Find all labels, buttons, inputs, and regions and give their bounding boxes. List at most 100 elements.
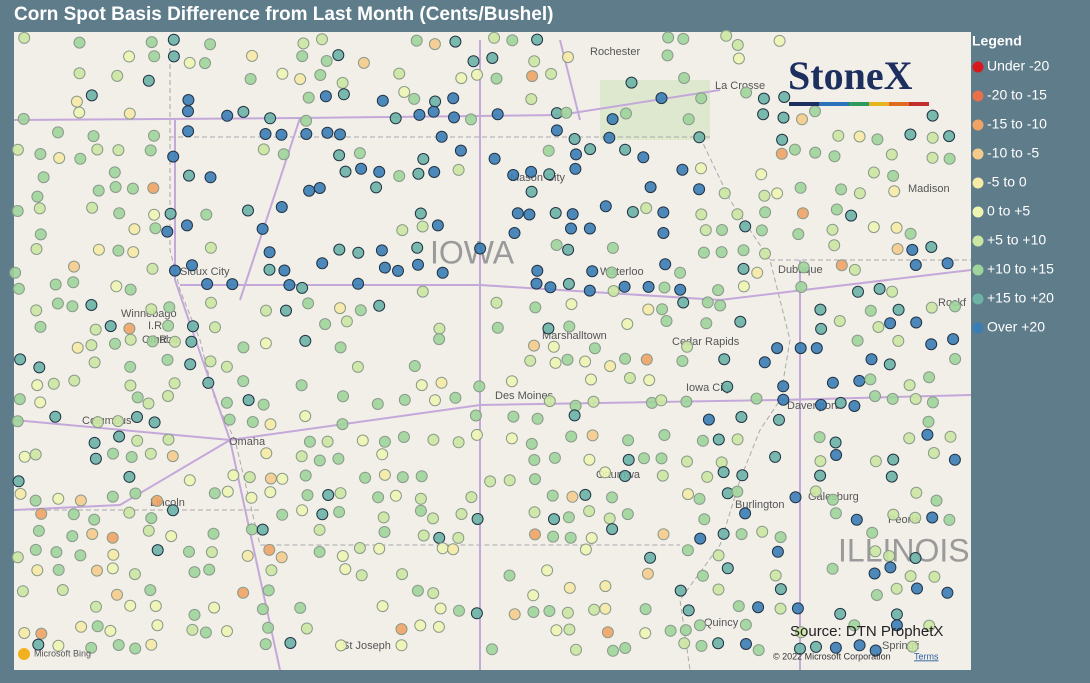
location-dot [278, 264, 291, 277]
location-dot [73, 67, 86, 80]
location-dot [417, 529, 430, 542]
location-dot [149, 600, 162, 612]
location-dot [606, 491, 618, 504]
location-dot [393, 170, 406, 182]
location-dot [32, 524, 45, 537]
location-dot [333, 506, 346, 518]
terms-link[interactable]: Terms [914, 651, 939, 661]
location-dot [263, 263, 276, 276]
location-dot [337, 390, 349, 403]
legend-label: +5 to +10 [987, 232, 1046, 248]
location-dot [809, 146, 822, 159]
location-dot [869, 455, 882, 468]
location-dot [695, 639, 708, 652]
location-dot [11, 551, 24, 564]
location-dot [503, 474, 516, 487]
location-dot [162, 433, 175, 446]
location-dot [735, 411, 748, 423]
location-dot [739, 507, 752, 520]
location-dot [123, 322, 136, 335]
location-dot [527, 589, 540, 602]
location-dot [752, 601, 765, 614]
legend-swatch [972, 148, 984, 160]
location-dot [505, 432, 518, 445]
logo-bar [819, 102, 849, 106]
location-dot [378, 468, 391, 481]
location-dot [221, 109, 234, 122]
location-dot [826, 562, 839, 575]
location-dot [68, 374, 81, 387]
roads [13, 39, 972, 671]
location-dot [396, 568, 409, 581]
location-dot [162, 390, 174, 402]
location-dot [925, 241, 938, 253]
location-dot [562, 243, 575, 256]
location-dot [528, 506, 541, 519]
location-dot [14, 487, 27, 500]
location-dot [29, 448, 42, 461]
location-dot [432, 620, 445, 633]
location-dot [74, 494, 87, 507]
location-dot [284, 637, 297, 649]
location-dot [679, 624, 692, 637]
location-dot [260, 304, 272, 317]
location-dot [470, 607, 483, 620]
location-dot [314, 69, 327, 81]
location-dot [294, 73, 307, 86]
location-dot [334, 487, 347, 500]
location-dot [294, 601, 307, 614]
location-dot [51, 297, 64, 310]
legend-swatch [972, 61, 984, 73]
logo-bar [889, 102, 909, 106]
location-dot [302, 297, 315, 310]
logo-bar [869, 102, 889, 106]
location-dot [529, 301, 542, 314]
location-dot [926, 109, 939, 122]
map-label: Quincy [704, 617, 739, 629]
location-dot [505, 375, 518, 388]
location-dot [584, 143, 597, 156]
location-dot [759, 206, 772, 219]
location-dot [182, 125, 195, 138]
location-dot [453, 604, 465, 617]
location-dot [814, 469, 827, 482]
location-dot [321, 126, 334, 139]
location-dot [183, 56, 196, 69]
location-dot [491, 321, 504, 334]
location-dot [52, 492, 65, 505]
location-dot [644, 551, 657, 564]
location-dot [204, 355, 217, 368]
location-dot [56, 584, 69, 596]
location-dot [37, 171, 50, 184]
location-dot [74, 549, 87, 562]
location-dot [565, 222, 577, 235]
location-dot [237, 341, 250, 354]
logo-bar [789, 102, 819, 106]
location-dot [18, 31, 31, 44]
location-dot [264, 486, 277, 499]
location-dot [488, 31, 501, 44]
location-dot [794, 342, 807, 355]
location-dot [29, 543, 42, 556]
location-dot [319, 318, 332, 331]
location-dot [201, 278, 214, 290]
location-dot [809, 485, 822, 498]
legend-swatch [972, 264, 984, 276]
location-dot [731, 39, 744, 51]
location-dot [547, 530, 560, 543]
legend-label: Over +20 [987, 319, 1045, 335]
location-dot [144, 584, 157, 597]
location-dot [599, 602, 612, 615]
location-dot [332, 49, 345, 62]
location-dot [563, 581, 576, 594]
location-dot [739, 618, 752, 631]
location-dot [13, 393, 26, 406]
location-dot [167, 33, 180, 46]
location-dot [892, 303, 905, 316]
location-dot [928, 570, 941, 583]
location-dot [259, 638, 272, 651]
map-label: Madison [908, 183, 950, 195]
location-dot [339, 165, 352, 178]
location-dot [583, 284, 596, 297]
location-dot [415, 379, 428, 392]
